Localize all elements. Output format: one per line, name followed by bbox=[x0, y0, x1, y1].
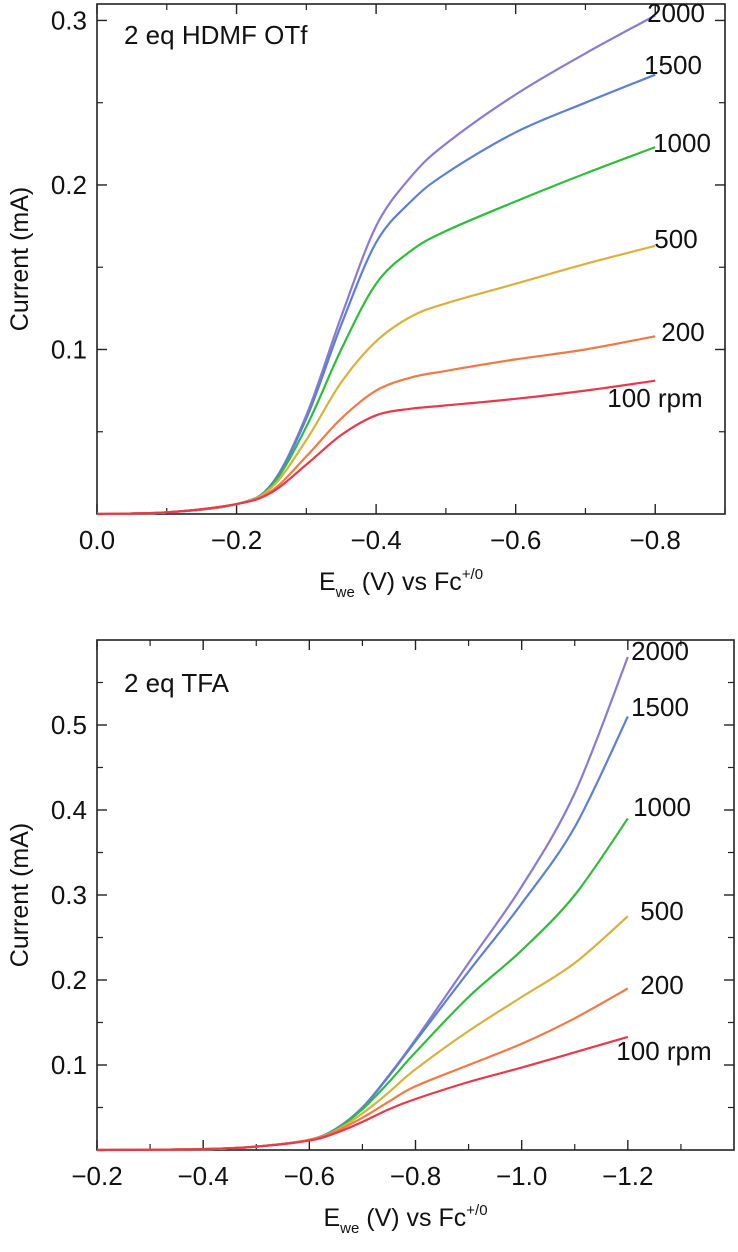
x-tick-label: −0.4 bbox=[178, 1161, 229, 1191]
series-line-100-rpm bbox=[96, 379, 656, 516]
series-label: 2000 bbox=[647, 0, 705, 28]
x-tick-label: −0.8 bbox=[390, 1161, 441, 1191]
series-label: 100 rpm bbox=[616, 1036, 711, 1066]
x-tick-label: −0.6 bbox=[284, 1161, 335, 1191]
y-tick-label: 0.1 bbox=[51, 1050, 87, 1080]
series-label: 200 bbox=[640, 970, 683, 1000]
chart-panel-hdmf-otf: 0.0 −0.2 −0.4 −0.6 −0.8 0.1 0.2 0.3 2000 1500 1000… bbox=[0, 0, 738, 620]
series-line-2000 bbox=[96, 14, 656, 516]
x-axis-label: Ewe (V) vs Fc+/0 bbox=[323, 1202, 487, 1237]
series-label: 500 bbox=[654, 224, 697, 254]
series-line-2000 bbox=[96, 656, 629, 1152]
series-line-1000 bbox=[96, 146, 656, 516]
series-label: 1500 bbox=[644, 50, 702, 80]
y-tick-label: 0.5 bbox=[51, 710, 87, 740]
series-label: 1000 bbox=[653, 128, 711, 158]
x-tick-label: −1.0 bbox=[496, 1161, 547, 1191]
chart-tfa: −0.2 −0.4 −0.6 −0.8 −1.0 −1.2 0.1 0.2 0.3 0.4 0.5 2… bbox=[6, 636, 735, 1237]
series-line-500 bbox=[96, 244, 656, 516]
x-tick-label: 0.0 bbox=[79, 525, 115, 555]
y-axis-label: Current (mA) bbox=[6, 187, 34, 331]
chart-hdmf-otf: 0.0 −0.2 −0.4 −0.6 −0.8 0.1 0.2 0.3 2000 1500 1000… bbox=[6, 0, 726, 601]
x-tick-label: −0.4 bbox=[350, 525, 401, 555]
series-line-100-rpm bbox=[96, 1035, 629, 1152]
series-line-1500 bbox=[96, 73, 656, 516]
panel-title: 2 eq HDMF OTf bbox=[124, 20, 308, 50]
x-tick-label: −1.2 bbox=[602, 1161, 653, 1191]
series-line-1500 bbox=[96, 716, 629, 1152]
series-label: 2000 bbox=[631, 636, 689, 666]
series-line-500 bbox=[96, 915, 629, 1152]
y-tick-label: 0.1 bbox=[51, 334, 87, 364]
x-tick-label: −0.2 bbox=[211, 525, 262, 555]
panel-title: 2 eq TFA bbox=[124, 668, 230, 698]
x-tick-label: −0.6 bbox=[490, 525, 541, 555]
x-tick-label: −0.8 bbox=[630, 525, 681, 555]
series-label: 1500 bbox=[631, 692, 689, 722]
series-label: 1000 bbox=[633, 792, 691, 822]
y-tick-label: 0.2 bbox=[51, 965, 87, 995]
series-line-200 bbox=[96, 335, 656, 516]
series-line-200 bbox=[96, 987, 629, 1152]
y-tick-label: 0.2 bbox=[51, 170, 87, 200]
y-tick-label: 0.3 bbox=[51, 5, 87, 35]
series-label: 200 bbox=[661, 317, 704, 347]
y-tick-label: 0.4 bbox=[51, 795, 87, 825]
plot-frame bbox=[96, 3, 726, 515]
series-label: 500 bbox=[640, 896, 683, 926]
y-axis-label: Current (mA) bbox=[6, 823, 34, 967]
chart-panel-tfa: −0.2 −0.4 −0.6 −0.8 −1.0 −1.2 0.1 0.2 0.3 0.4 0.5 2… bbox=[0, 630, 738, 1252]
x-tick-label: −0.2 bbox=[71, 1161, 122, 1191]
y-tick-label: 0.3 bbox=[51, 880, 87, 910]
x-axis-label: Ewe (V) vs Fc+/0 bbox=[319, 566, 483, 601]
series-label: 100 rpm bbox=[607, 383, 702, 413]
